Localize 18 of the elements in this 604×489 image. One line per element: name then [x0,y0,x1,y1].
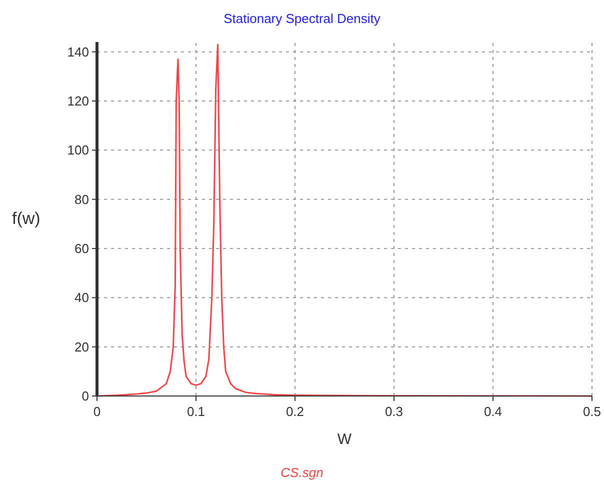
y-tick-label: 0 [82,388,89,404]
y-axis-title: f(w) [12,209,40,228]
y-tick-label: 120 [67,94,89,108]
y-tick-label: 80 [74,192,89,207]
y-tick-label: 20 [74,339,89,354]
x-tick-label: 0.1 [186,404,206,419]
x-tick-label: 0 [93,404,101,419]
x-tick-label: 0.2 [286,404,304,419]
x-tick-label: 0.3 [384,404,404,419]
text: CS.sgn [280,465,324,480]
x-tick-label: 0.4 [484,404,502,419]
y-tick-label: 140 [67,44,89,60]
chart-title: Stationary Spectral Density [224,11,381,26]
y-tick-label: 40 [74,290,89,306]
x-axis-title: W [337,431,352,448]
y-tick-label: 100 [67,142,89,158]
y-tick-label: 60 [74,241,89,256]
x-tick-label: 0.5 [582,404,602,419]
